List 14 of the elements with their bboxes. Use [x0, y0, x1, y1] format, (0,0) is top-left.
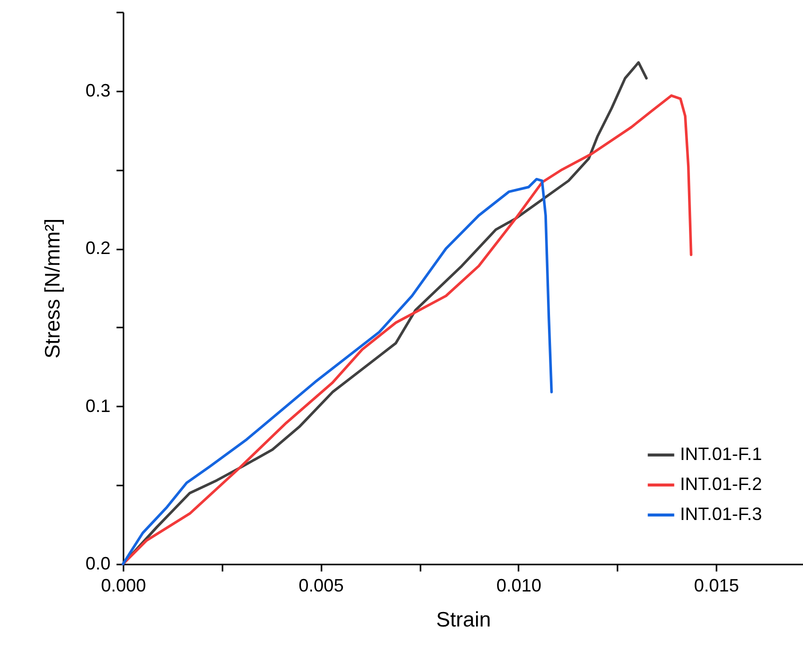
y-axis-title: Stress [N/mm²] [41, 218, 64, 358]
legend-label: INT.01-F.3 [680, 504, 762, 524]
x-tick-label: 0.015 [694, 576, 740, 596]
x-axis-title: Strain [436, 608, 491, 632]
y-tick-label: 0.3 [85, 80, 110, 100]
x-tick-label: 0.005 [298, 576, 344, 596]
y-tick-label: 0.2 [85, 238, 110, 258]
line-series [122, 178, 553, 566]
x-tick-label: 0.010 [496, 576, 542, 596]
x-tick-label: 0.000 [100, 576, 146, 596]
y-tick-label: 0.0 [85, 554, 110, 574]
legend-label: INT.01-F.1 [680, 444, 762, 464]
y-tick-label: 0.1 [85, 396, 110, 416]
legend-label: INT.01-F.2 [680, 474, 762, 494]
